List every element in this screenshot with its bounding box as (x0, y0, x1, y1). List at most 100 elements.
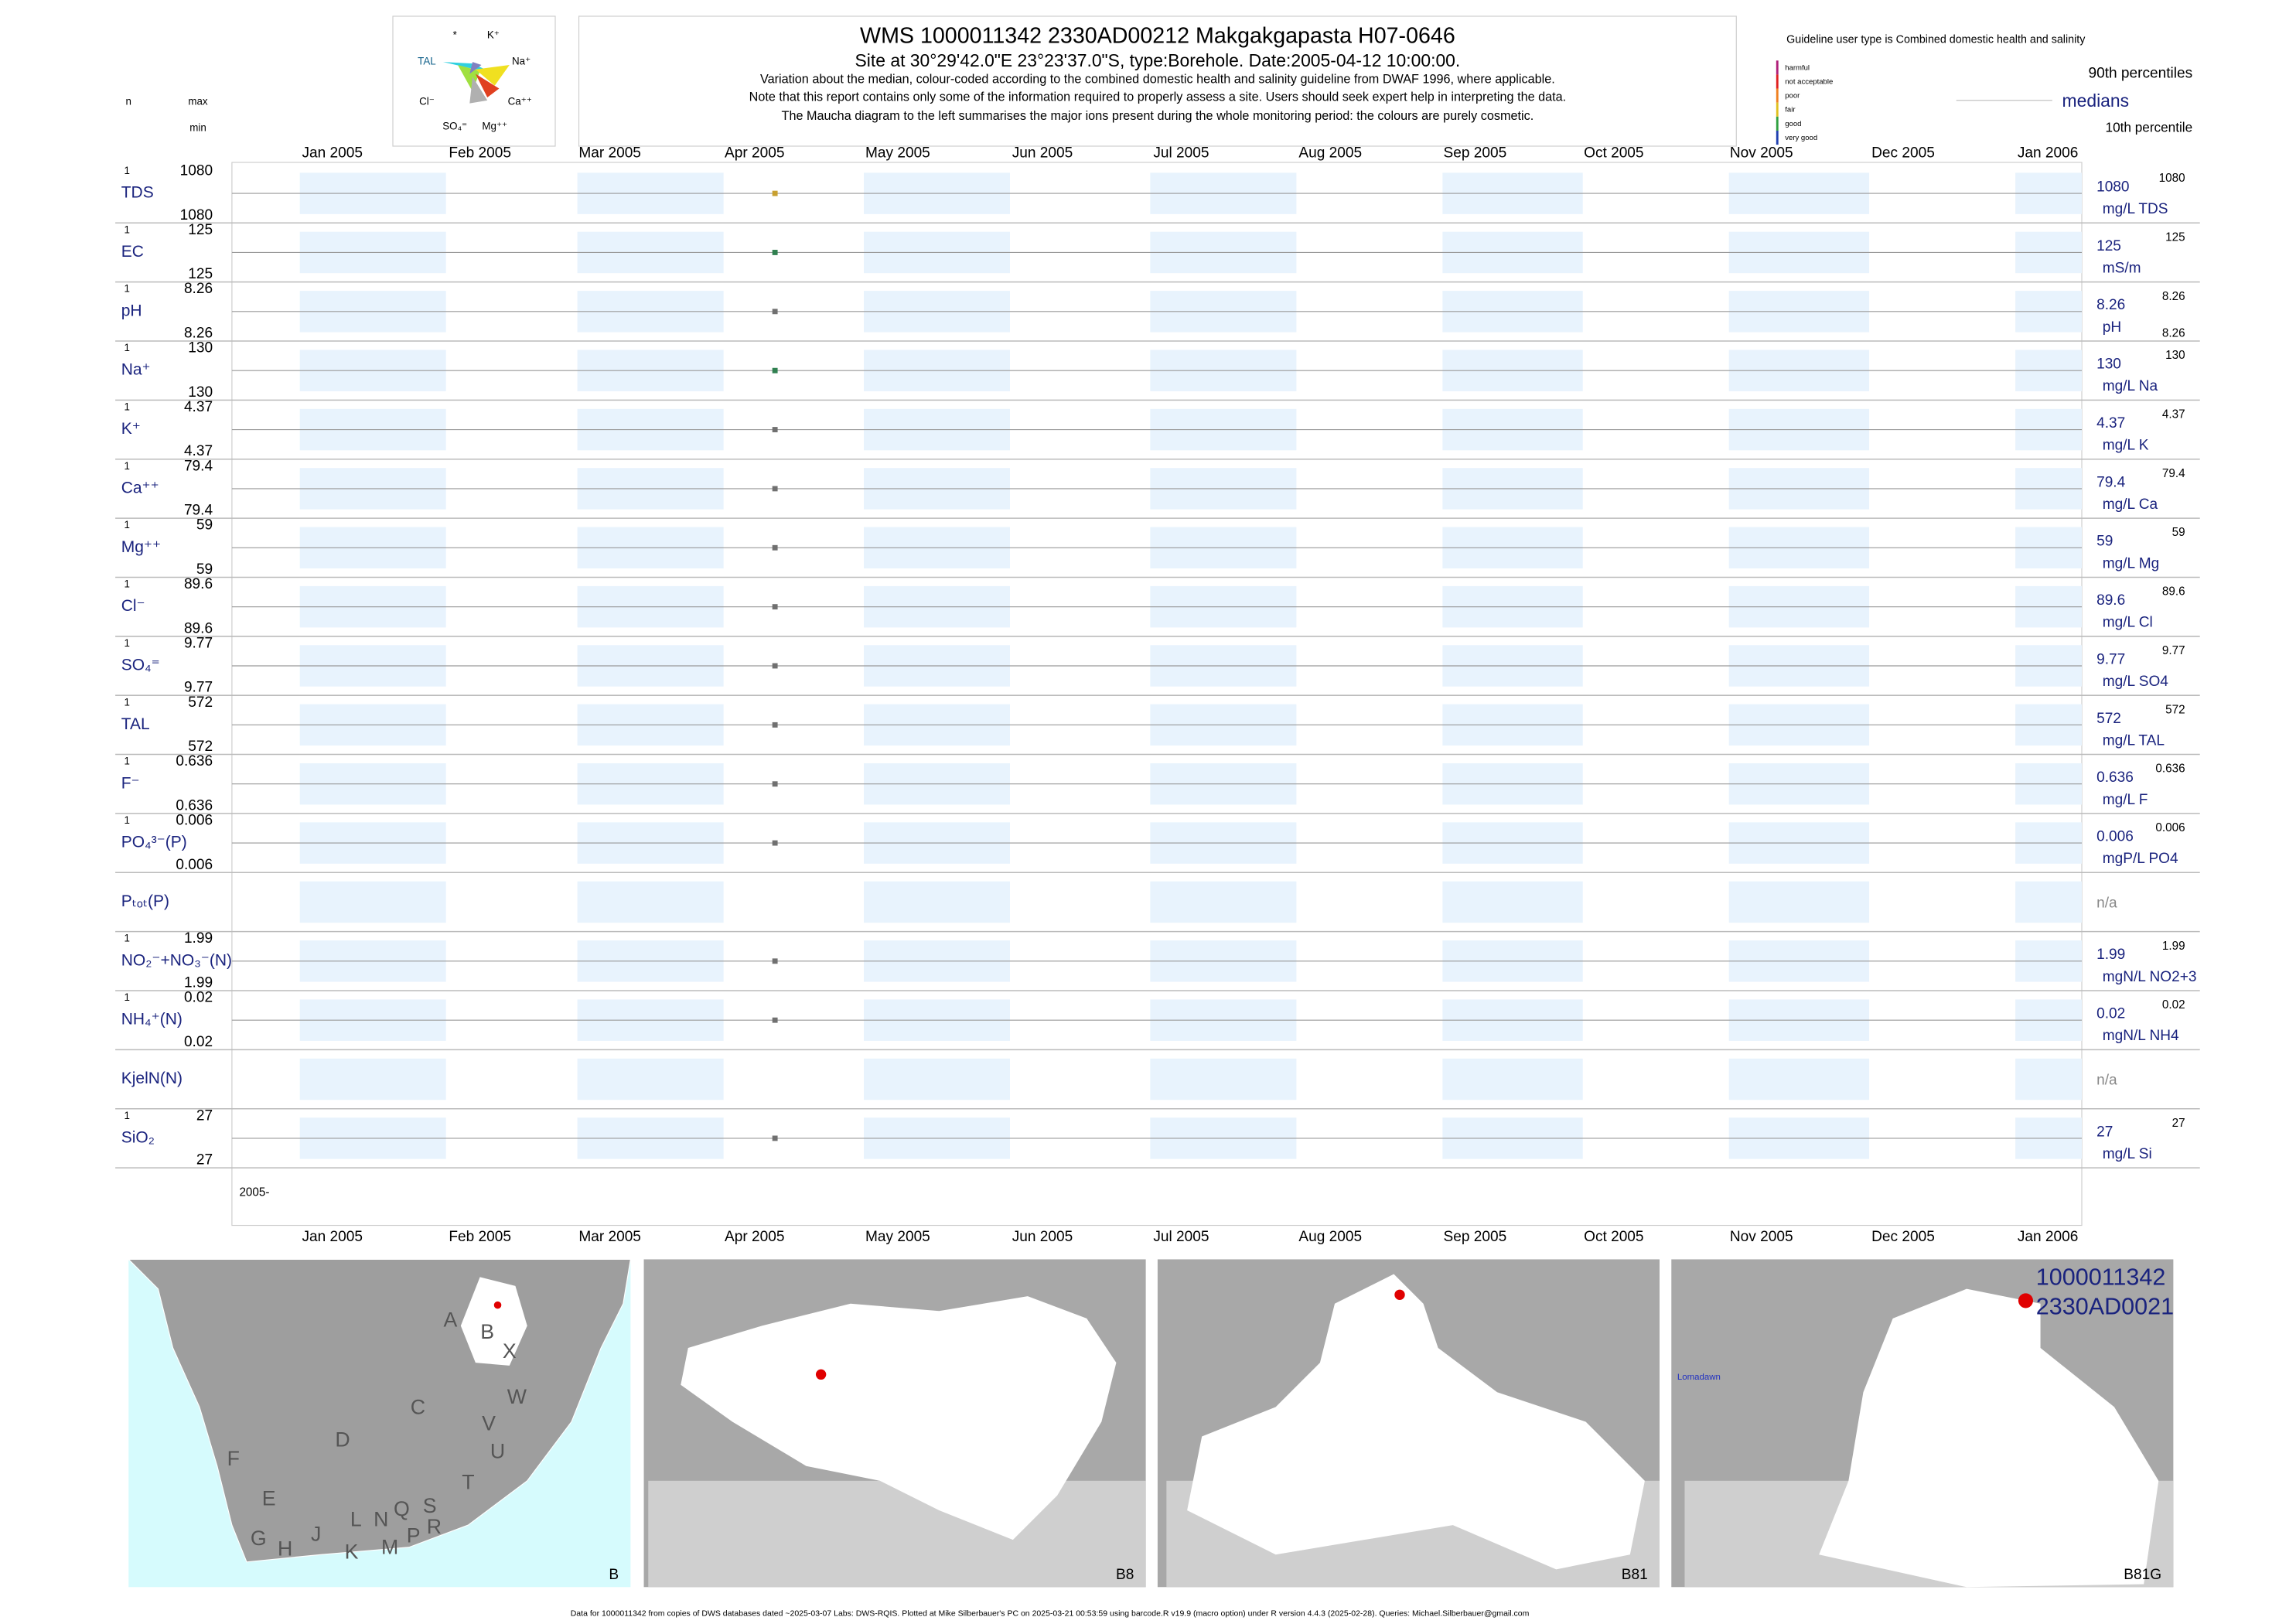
n-value: 1 (125, 401, 130, 412)
median-value: 130 (2096, 357, 2121, 373)
region-label: C (411, 1395, 425, 1418)
month-shade (1150, 881, 1297, 923)
month-label: Oct 2005 (1584, 145, 1643, 162)
right-max: 0.006 (2155, 821, 2185, 834)
region-label: F (227, 1447, 240, 1470)
maucha-label: Ca⁺⁺ (508, 95, 532, 107)
sample-point (772, 781, 778, 787)
sample-point (772, 958, 778, 964)
median-value: 125 (2096, 238, 2121, 254)
legend-swatch (1776, 130, 1779, 145)
region-label: K (345, 1540, 359, 1563)
region-label: W (507, 1385, 527, 1408)
maucha-label: TAL (418, 56, 436, 67)
month-shade (1150, 1058, 1297, 1100)
max-value: 130 (188, 340, 213, 357)
note: Variation about the median, colour-coded… (760, 72, 1555, 86)
month-label: Jun 2005 (1012, 145, 1073, 162)
right-max: 125 (2165, 230, 2185, 244)
month-label: Oct 2005 (1584, 1229, 1643, 1245)
n-value: 1 (125, 933, 130, 944)
month-shade (577, 1058, 724, 1100)
month-shade (864, 1058, 1010, 1100)
min-value: 89.6 (184, 620, 213, 636)
sample-point (772, 1135, 778, 1141)
min-value: 79.4 (184, 503, 213, 519)
max-value: 1080 (180, 163, 213, 179)
param-label: pH (121, 302, 142, 319)
p90-label: 90th percentiles (2088, 66, 2192, 82)
month-shade (2015, 1058, 2082, 1100)
right-max: 79.4 (2162, 467, 2185, 480)
n-value: 1 (125, 223, 130, 235)
legend-class: very good (1785, 134, 1817, 142)
month-label: Dec 2005 (1871, 1229, 1935, 1245)
month-shade (1442, 881, 1583, 923)
param-label: Cl⁻ (121, 597, 145, 615)
median-value: 9.77 (2096, 651, 2125, 667)
place-label: Lomadawn (1677, 1373, 1721, 1382)
max-value: 1.99 (184, 930, 213, 947)
month-shade (577, 881, 724, 923)
min-value: 1080 (180, 207, 213, 223)
unit: mS/m (2103, 261, 2141, 277)
unit: mg/L TDS (2103, 201, 2168, 217)
maucha-segment (475, 73, 500, 97)
month-label: Nov 2005 (1730, 1229, 1793, 1245)
maucha-label: K⁺ (487, 29, 500, 40)
month-label: May 2005 (865, 1229, 930, 1245)
max-value: 89.6 (184, 576, 213, 592)
sample-point (772, 663, 778, 669)
month-shade (2015, 881, 2082, 923)
max-value: 0.636 (176, 753, 213, 769)
map-panel: B (127, 1258, 632, 1588)
right-max: 0.636 (2155, 763, 2185, 776)
site-marker (815, 1369, 827, 1380)
month-label: Sep 2005 (1444, 145, 1507, 162)
min-value: 4.37 (184, 443, 213, 459)
month-label: Dec 2005 (1871, 145, 1935, 162)
right-max: 8.26 (2162, 290, 2185, 303)
title-box (578, 15, 1737, 147)
sample-point (772, 1017, 778, 1023)
median-value: 59 (2096, 534, 2113, 550)
legend-class: fair (1785, 106, 1796, 114)
region-label: S (423, 1494, 437, 1517)
month-label: Mar 2005 (578, 145, 641, 162)
param-label: KjelN(N) (121, 1070, 183, 1087)
region-label: V (482, 1411, 496, 1435)
param-label: SiO₂ (121, 1128, 155, 1146)
n-value: 1 (125, 756, 130, 767)
map-outer (648, 1480, 1146, 1588)
month-label: Nov 2005 (1730, 145, 1793, 162)
month-shade (864, 881, 1010, 923)
median-value: 4.37 (2096, 415, 2125, 432)
maucha-label: Mg⁺⁺ (482, 121, 507, 132)
map-code: B81G (2124, 1567, 2161, 1583)
median-value: 1.99 (2096, 947, 2125, 963)
sample-point (772, 250, 778, 255)
sample-point (772, 190, 778, 196)
right-max: 27 (2172, 1117, 2185, 1130)
catchment (681, 1296, 1117, 1540)
site-marker (2018, 1293, 2033, 1308)
param-label: Pₜₒₜ(P) (121, 892, 169, 910)
n-value: 1 (125, 519, 130, 531)
catchment (1819, 1288, 2159, 1588)
subtitle: Site at 30°29'42.0"E 23°23'37.0"S, type:… (855, 50, 1461, 70)
plot-frame (231, 162, 2083, 1227)
note: The Maucha diagram to the left summarise… (782, 109, 1534, 123)
legend-swatch (1776, 116, 1779, 131)
right-max: 4.37 (2162, 408, 2185, 421)
median-value: 27 (2096, 1124, 2113, 1140)
n-value: 1 (125, 283, 130, 295)
max-value: 79.4 (184, 458, 213, 474)
map-panel: B8 (643, 1259, 1146, 1588)
unit: mgN/L NO2+3 (2103, 969, 2197, 985)
min-value: 0.006 (176, 857, 213, 873)
month-label: Feb 2005 (449, 1229, 511, 1245)
month-label: Jul 2005 (1153, 145, 1209, 162)
legend-swatch (1776, 102, 1779, 117)
